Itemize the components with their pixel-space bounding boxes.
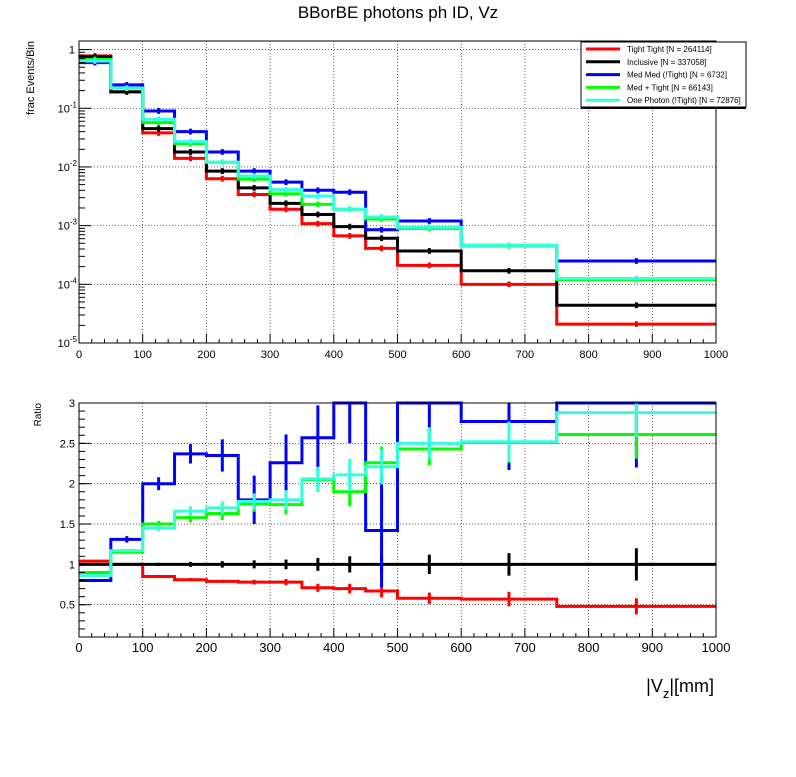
top-y-axis-label: frac Events/Bin [25, 41, 37, 115]
bottom-y-axis-label: Ratio [33, 403, 44, 427]
top-series-inclusive [79, 54, 716, 309]
x-axis-label-rest: |[mm] [669, 676, 714, 696]
legend-shadow [581, 107, 746, 109]
top-x-tick-label: 500 [388, 349, 406, 361]
top-x-tick-label: 100 [134, 349, 152, 361]
legend-label: Med + Tight [N = 66143] [627, 83, 713, 92]
bottom-x-tick-label: 800 [578, 640, 600, 655]
bottom-y-tick-label: 2 [69, 479, 75, 491]
top-axis-ticks: 0 100 200 300 400 500 600 700 800 900 1000 1 10-1 10-… [58, 45, 729, 361]
top-x-tick-label: 200 [197, 349, 215, 361]
bottom-y-tick-label: 3 [69, 398, 75, 410]
bottom-axis-ticks: 0 100 200 300 400 500 600 700 800 900 1000 0.5 1 1.5 2… [60, 398, 731, 655]
x-axis-label: |Vz|[mm] [646, 676, 714, 701]
bottom-y-tick-label: 2.5 [60, 438, 75, 450]
bottom-tight-tight-step-line [79, 559, 716, 608]
bottom-x-tick-label: 500 [387, 640, 409, 655]
top-x-tick-label: 0 [76, 349, 82, 361]
top-series-one-photon [79, 58, 716, 282]
bottom-series-tight-tight [79, 559, 716, 615]
bottom-x-tick-label: 100 [132, 640, 154, 655]
legend: Tight Tight [N = 264114] Inclusive [N = 3… [580, 41, 747, 109]
top-x-tick-label: 700 [516, 349, 534, 361]
bottom-y-tick-label: 0.5 [60, 600, 75, 612]
top-y-tick-label: 10-5 [58, 335, 78, 350]
bottom-x-tick-label: 700 [514, 640, 536, 655]
bottom-x-tick-label: 300 [259, 640, 281, 655]
bottom-series-group [79, 401, 716, 615]
top-x-tick-label: 800 [579, 349, 597, 361]
bottom-y-tick-label: 1 [69, 559, 75, 571]
bottom-x-tick-label: 200 [196, 640, 218, 655]
bottom-x-tick-label: 0 [75, 640, 82, 655]
top-y-tick-label: 10-2 [58, 159, 78, 174]
top-x-tick-label: 1000 [704, 349, 728, 361]
top-x-tick-label: 300 [261, 349, 279, 361]
top-x-tick-label: 900 [643, 349, 661, 361]
top-x-tick-label: 400 [325, 349, 343, 361]
top-series-tight-tight [79, 53, 716, 327]
top-y-tick-label: 10-3 [58, 218, 78, 233]
bottom-y-tick-label: 1.5 [60, 519, 75, 531]
bottom-series-one-photon [79, 403, 716, 578]
bottom-panel: 0 100 200 300 400 500 600 700 800 900 1000 0.5 1 1.5 2… [33, 398, 730, 701]
legend-label: One Photon (!Tight) [N = 72876] [627, 96, 741, 105]
legend-label: Tight Tight [N = 264114] [627, 45, 712, 54]
top-y-tick-label: 10-4 [58, 276, 78, 291]
top-y-tick-label: 1 [69, 45, 75, 57]
top-y-tick-label: 10-1 [58, 100, 78, 115]
top-series-group [79, 53, 716, 327]
bottom-series-inclusive [79, 548, 716, 581]
x-axis-label-main: |V [646, 676, 663, 696]
bottom-x-tick-label: 600 [450, 640, 472, 655]
chart-title: BBorBE photons ph ID, Vz [298, 3, 498, 22]
top-x-tick-label: 600 [452, 349, 470, 361]
bottom-x-tick-label: 900 [641, 640, 663, 655]
bottom-x-tick-label: 400 [323, 640, 345, 655]
legend-label: Med Med (!Tight) [N = 6732] [627, 71, 727, 80]
bottom-x-tick-label: 1000 [702, 640, 731, 655]
top-panel: 0 100 200 300 400 500 600 700 800 900 1000 1 10-1 10-… [25, 40, 747, 361]
x-axis-label-sub: z [663, 686, 670, 701]
legend-label: Inclusive [N = 337058] [627, 58, 706, 67]
